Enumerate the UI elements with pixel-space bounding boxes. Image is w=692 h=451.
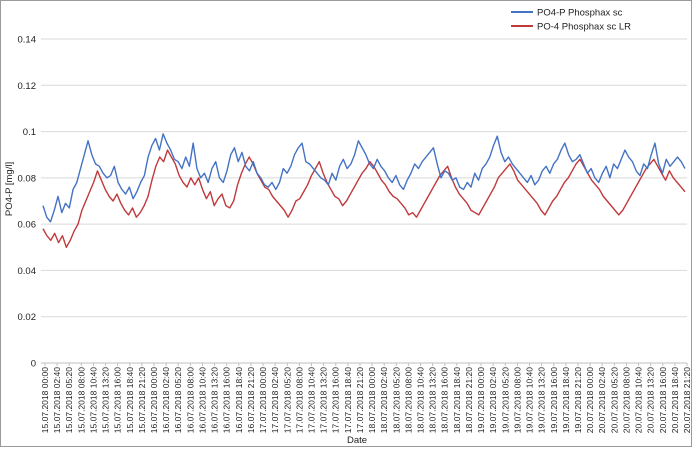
plot-area: [42, 133, 686, 248]
x-tick-label: 15.07.2018 00:00: [40, 367, 50, 433]
x-tick-label: 16.07.2018 05:20: [173, 367, 183, 433]
x-tick-label: 15.07.2018 18:40: [125, 367, 135, 433]
y-tick-label: 0.1: [23, 127, 36, 138]
x-tick-label: 15.07.2018 13:20: [101, 367, 111, 433]
y-tick-label: 0.08: [18, 173, 37, 184]
x-tick-label: 18.07.2018 13:20: [428, 367, 438, 433]
x-tick-label: 15.07.2018 05:20: [64, 367, 74, 433]
series-line-2: [42, 149, 686, 248]
x-tick-label: 17.07.2018 08:00: [294, 367, 304, 433]
x-tick-label: 16.07.2018 13:20: [210, 367, 220, 433]
y-tick-label: 0.14: [18, 35, 37, 46]
x-tick-label: 20.07.2018 16:00: [658, 367, 668, 433]
x-tick-label: 20.07.2018 05:20: [609, 367, 619, 433]
x-tick-label: 16.07.2018 02:40: [161, 367, 171, 433]
y-tick-label: 0.06: [18, 220, 37, 231]
x-tick-label: 15.07.2018 08:00: [76, 367, 86, 433]
x-tick-label: 19.07.2018 13:20: [537, 367, 547, 433]
x-tick-label: 17.07.2018 18:40: [343, 367, 353, 433]
x-tick-label: 15.07.2018 10:40: [88, 367, 98, 433]
y-axis-ticks: 0 0.02 0.04 0.06 0.08 0.1 0.12 0.14: [18, 35, 37, 370]
x-tick-label: 20.07.2018 00:00: [585, 367, 595, 433]
x-tick-label: 17.07.2018 21:20: [355, 367, 365, 433]
x-tick-label: 19.07.2018 08:00: [512, 367, 522, 433]
x-tick-label: 15.07.2018 16:00: [113, 367, 123, 433]
x-tick-label: 20.07.2018 10:40: [634, 367, 644, 433]
x-tick-label: 20.07.2018 13:20: [646, 367, 656, 433]
x-tick-label: 18.07.2018 08:00: [403, 367, 413, 433]
x-tick-label: 19.07.2018 16:00: [549, 367, 559, 433]
x-tick-label: 17.07.2018 02:40: [270, 367, 280, 433]
x-tick-label: 19.07.2018 00:00: [476, 367, 486, 433]
x-tick-label: 18.07.2018 00:00: [367, 367, 377, 433]
x-tick-label: 18.07.2018 18:40: [452, 367, 462, 433]
x-tick-label: 18.07.2018 02:40: [379, 367, 389, 433]
legend-label: PO-4 Phosphax sc LR: [537, 22, 631, 33]
x-tick-label: 18.07.2018 16:00: [440, 367, 450, 433]
x-tick-label: 19.07.2018 21:20: [573, 367, 583, 433]
x-tick-label: 18.07.2018 10:40: [416, 367, 426, 433]
series-line-1: [42, 133, 686, 223]
x-tick-label: 18.07.2018 21:20: [464, 367, 474, 433]
x-tick-label: 20.07.2018 21:20: [682, 367, 691, 433]
x-tick-label: 20.07.2018 18:40: [670, 367, 680, 433]
x-tick-label: 18.07.2018 05:20: [391, 367, 401, 433]
x-tick-label: 16.07.2018 00:00: [149, 367, 159, 433]
x-tick-label: 20.07.2018 08:00: [621, 367, 631, 433]
y-tick-label: 0: [31, 359, 36, 370]
x-tick-label: 19.07.2018 18:40: [561, 367, 571, 433]
x-tick-label: 16.07.2018 10:40: [197, 367, 207, 433]
x-tick-label: 19.07.2018 05:20: [500, 367, 510, 433]
x-tick-label: 15.07.2018 21:20: [137, 367, 147, 433]
x-tick-label: 17.07.2018 16:00: [331, 367, 341, 433]
x-tick-label: 15.07.2018 02:40: [52, 367, 62, 433]
y-tick-label: 0.02: [18, 312, 37, 323]
x-tick-label: 16.07.2018 08:00: [185, 367, 195, 433]
x-tick-label: 16.07.2018 16:00: [222, 367, 232, 433]
x-tick-label: 16.07.2018 21:20: [246, 367, 256, 433]
y-tick-label: 0.12: [18, 81, 37, 92]
grid-lines: [41, 38, 687, 364]
x-tick-label: 19.07.2018 10:40: [525, 367, 535, 433]
x-tick-label: 17.07.2018 13:20: [319, 367, 329, 433]
x-tick-label: 16.07.2018 18:40: [234, 367, 244, 433]
x-tick-label: 19.07.2018 02:40: [488, 367, 498, 433]
x-axis-title: Date: [347, 435, 367, 446]
x-tick-label: 17.07.2018 05:20: [282, 367, 292, 433]
legend-label: PO4-P Phosphax sc: [537, 8, 623, 19]
x-tick-label: 17.07.2018 00:00: [258, 367, 268, 433]
y-axis-title: PO4-P [mg/l]: [4, 162, 15, 216]
x-tick-label: 17.07.2018 10:40: [306, 367, 316, 433]
x-axis-ticks: 15.07.2018 00:00 15.07.2018 02:40 15.07.20…: [40, 363, 692, 433]
y-tick-label: 0.04: [18, 266, 37, 277]
legend: PO4-P Phosphax sc PO-4 Phosphax sc LR: [511, 8, 631, 33]
x-tick-label: 20.07.2018 02:40: [597, 367, 607, 433]
